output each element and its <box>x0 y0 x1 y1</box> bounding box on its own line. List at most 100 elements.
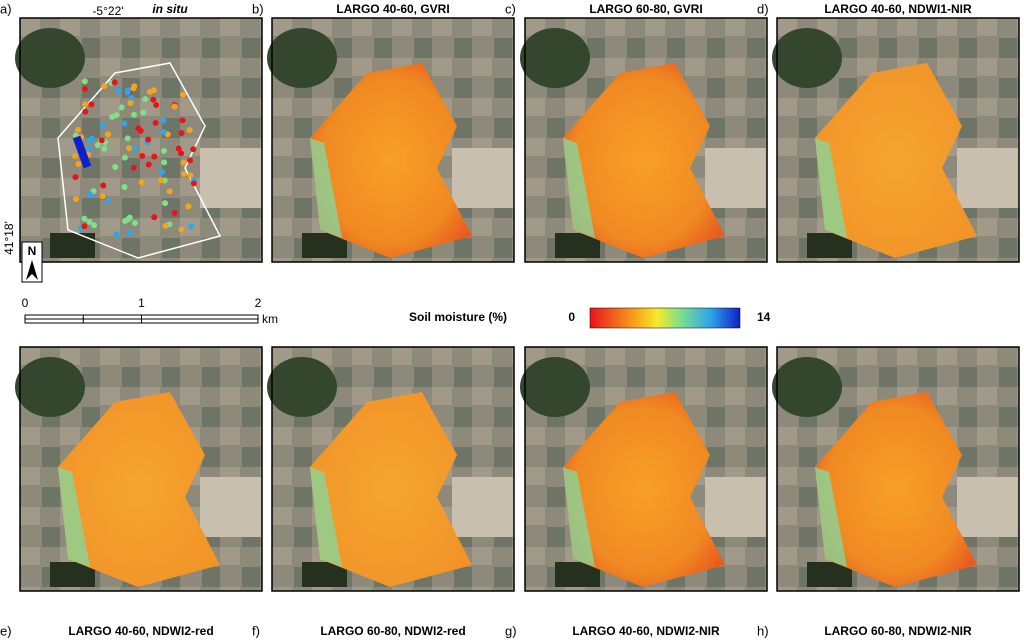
sample-point <box>124 135 131 142</box>
panel-title: LARGO 40-60, NDWI2-red <box>68 624 213 638</box>
sample-point <box>101 83 108 90</box>
light-ground <box>452 148 514 208</box>
sample-point <box>151 153 158 160</box>
sample-point <box>128 95 135 102</box>
sample-point <box>98 137 105 144</box>
map-panel <box>520 17 768 263</box>
dark-field <box>520 357 590 417</box>
soil-moisture-field <box>58 392 220 587</box>
colorbar-max: 14 <box>757 310 771 324</box>
sample-point <box>175 145 182 152</box>
panel-frame <box>271 346 515 592</box>
map-panel <box>267 346 515 592</box>
field-edge <box>310 467 342 567</box>
sample-point <box>124 87 131 94</box>
sample-point <box>145 161 152 168</box>
sample-point <box>86 146 93 153</box>
sample-point <box>82 108 89 115</box>
sample-point <box>162 222 169 229</box>
scale-unit: km <box>262 312 278 326</box>
sample-point <box>145 136 152 143</box>
field-edge <box>815 467 847 567</box>
scale-tick-label: 2 <box>255 296 262 310</box>
soil-moisture-field <box>563 63 725 258</box>
sample-point <box>121 120 128 127</box>
map-panel <box>772 17 1020 263</box>
panel-letter: e) <box>0 623 12 638</box>
sample-point <box>139 152 146 159</box>
sample-point <box>81 78 88 85</box>
sample-point <box>131 111 138 118</box>
dark-field <box>15 28 85 88</box>
sample-point <box>138 179 145 186</box>
sample-point <box>109 113 116 120</box>
sample-point <box>72 152 79 159</box>
sample-point <box>166 188 173 195</box>
sample-point <box>185 203 192 210</box>
sample-point <box>178 150 185 157</box>
map-panel <box>772 346 1020 592</box>
sample-point <box>99 193 106 200</box>
sample-point <box>121 183 128 190</box>
field-edge <box>58 467 90 567</box>
sample-point <box>104 197 111 204</box>
panel-title: LARGO 40-60, NDWI2-NIR <box>572 624 720 638</box>
field-edge <box>310 138 342 238</box>
sample-point <box>158 177 165 184</box>
panel-frame <box>776 17 1020 263</box>
sample-point <box>130 85 137 92</box>
sample-point <box>146 88 153 95</box>
sample-point <box>94 142 101 149</box>
soil-moisture-field <box>815 392 977 587</box>
soil-moisture-field <box>815 63 977 258</box>
sample-point <box>72 174 79 181</box>
north-label: N <box>28 244 37 258</box>
sample-point <box>178 226 185 233</box>
panel-title: LARGO 40-60, NDWI1-NIR <box>824 2 972 16</box>
light-ground <box>200 477 262 537</box>
panel-letter: h) <box>757 623 769 638</box>
sample-point <box>99 122 106 129</box>
colorbar-min: 0 <box>568 310 575 324</box>
colorbar-label: Soil moisture (%) <box>409 310 507 324</box>
panel-title: LARGO 60-80, NDWI2-NIR <box>824 624 972 638</box>
panel-letter: d) <box>757 1 769 16</box>
sample-point <box>187 157 194 164</box>
light-ground <box>957 148 1019 208</box>
sample-point <box>161 159 168 166</box>
panel-letter: g) <box>505 623 517 638</box>
sample-point <box>113 231 120 238</box>
panel-letter: c) <box>505 1 516 16</box>
sample-point <box>160 129 167 136</box>
light-ground <box>957 477 1019 537</box>
sample-point <box>82 101 89 108</box>
sample-point <box>160 117 167 124</box>
sample-point <box>100 182 107 189</box>
panel-frame <box>19 346 263 592</box>
field-edge <box>563 138 595 238</box>
dark-field <box>772 357 842 417</box>
sample-point <box>75 160 82 167</box>
longitude-label: -5°22' <box>92 4 123 18</box>
sample-point <box>162 200 169 207</box>
sample-point <box>180 159 187 166</box>
sample-point <box>127 229 134 236</box>
sample-point <box>73 196 80 203</box>
sample-point <box>105 131 112 138</box>
sample-point <box>81 223 88 230</box>
sample-point <box>74 126 81 133</box>
sample-point <box>158 169 165 176</box>
sample-point <box>87 191 94 198</box>
sample-point <box>115 87 122 94</box>
sample-point <box>151 214 158 221</box>
map-panel <box>520 346 768 592</box>
map-panel <box>15 346 263 592</box>
sample-point <box>179 117 186 124</box>
sample-point <box>111 79 118 86</box>
dark-field <box>267 357 337 417</box>
panel-frame <box>524 346 768 592</box>
sample-point <box>101 145 108 152</box>
panel-frame <box>524 17 768 263</box>
sample-point <box>122 218 129 225</box>
sample-cluster <box>72 135 92 169</box>
